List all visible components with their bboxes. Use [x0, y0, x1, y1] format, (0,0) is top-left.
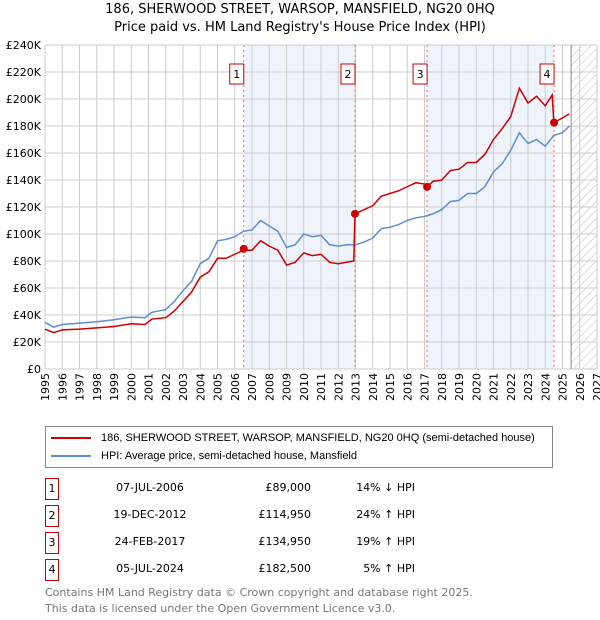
legend: 186, SHERWOOD STREET, WARSOP, MANSFIELD,…	[45, 426, 553, 468]
sale-point	[423, 182, 432, 191]
x-tick-label: 2026	[574, 373, 587, 401]
legend-item-hpi: HPI: Average price, semi-detached house,…	[46, 449, 357, 463]
x-tick-label: 2014	[367, 373, 380, 401]
y-tick-label: £240K	[6, 39, 42, 52]
y-tick-label: £40K	[13, 309, 42, 322]
x-tick-label: 1996	[56, 373, 69, 401]
x-tick-label: 2001	[143, 373, 156, 401]
sale-point	[550, 118, 559, 127]
price-chart: 1995 1996 1997 1998 1999 2000 2001 2002 2003 2004…	[6, 39, 600, 401]
x-tick-label: 2027	[591, 373, 600, 401]
sale-label: 3	[417, 68, 424, 81]
sale-point	[239, 244, 248, 253]
sale-price: £182,500	[258, 562, 312, 575]
sale-hpi-diff: 19% ↑ HPI	[356, 535, 415, 548]
x-tick-label: 2008	[263, 373, 276, 401]
sale-hpi-diff: 24% ↑ HPI	[356, 508, 415, 521]
sale-date: 19-DEC-2012	[113, 508, 187, 521]
sale-price: £134,950	[258, 535, 312, 548]
sale-point	[350, 209, 359, 218]
x-tick-label: 2011	[315, 373, 328, 401]
sale-date: 07-JUL-2006	[116, 481, 184, 494]
sale-label-box	[340, 63, 356, 85]
y-tick-label: £100K	[6, 228, 42, 241]
x-tick-label: 1997	[74, 373, 87, 401]
legend-swatch-price	[51, 437, 91, 439]
x-tick-label: 2004	[194, 373, 207, 401]
x-tick-label: 2016	[401, 373, 414, 401]
chart-title: 186, SHERWOOD STREET, WARSOP, MANSFIELD,…	[105, 2, 495, 17]
sale-hpi-diff: 5% ↑ HPI	[363, 562, 415, 575]
sale-label-box	[229, 63, 245, 85]
chart-subtitle: Price paid vs. HM Land Registry's House …	[114, 20, 486, 35]
y-tick-label: £220K	[6, 66, 42, 79]
x-tick-label: 2005	[212, 373, 225, 401]
sale-label: 1	[233, 68, 240, 81]
y-tick-label: £200K	[6, 93, 42, 106]
x-tick-label: 2021	[488, 373, 501, 401]
sale-number-badge: 2	[45, 505, 59, 527]
x-tick-label: 2012	[332, 373, 345, 401]
sale-hpi-diff: 14% ↓ HPI	[356, 481, 415, 494]
y-tick-label: £140K	[6, 174, 42, 187]
x-tick-label: 2015	[384, 373, 397, 401]
legend-swatch-hpi	[51, 455, 91, 457]
x-tick-label: 2009	[281, 373, 294, 401]
y-tick-label: £80K	[13, 255, 42, 268]
x-tick-label: 1995	[39, 373, 52, 401]
x-tick-label: 2024	[539, 373, 552, 401]
x-tick-label: 2023	[522, 373, 535, 401]
x-tick-label: 2003	[177, 373, 190, 401]
x-tick-label: 2020	[470, 373, 483, 401]
footer-line-1: Contains HM Land Registry data © Crown c…	[45, 586, 473, 599]
y-tick-label: £180K	[6, 120, 42, 133]
x-tick-label: 1999	[108, 373, 121, 401]
sale-label-box	[539, 63, 555, 85]
legend-label-price: 186, SHERWOOD STREET, WARSOP, MANSFIELD,…	[101, 432, 535, 444]
y-tick-label: £120K	[6, 201, 42, 214]
x-tick-label: 2022	[505, 373, 518, 401]
sale-label-box	[412, 63, 428, 85]
x-tick-label: 2019	[453, 373, 466, 401]
sale-price: £89,000	[265, 481, 312, 494]
price-line	[44, 86, 570, 334]
x-tick-label: 2010	[298, 373, 311, 401]
sale-date: 24-FEB-2017	[114, 535, 186, 548]
y-tick-label: £0	[27, 363, 41, 376]
x-tick-label: 2007	[246, 373, 259, 401]
x-tick-label: 2000	[125, 373, 138, 401]
legend-item-price: 186, SHERWOOD STREET, WARSOP, MANSFIELD,…	[46, 431, 535, 445]
x-tick-label: 2002	[160, 373, 173, 401]
x-tick-label: 2018	[436, 373, 449, 401]
legend-label-hpi: HPI: Average price, semi-detached house,…	[101, 450, 357, 462]
x-tick-label: 2017	[419, 373, 432, 401]
x-tick-label: 2013	[350, 373, 363, 401]
x-tick-label: 2025	[557, 373, 570, 401]
sale-date: 05-JUL-2024	[116, 562, 184, 575]
hpi-line	[44, 125, 570, 328]
y-tick-label: £160K	[6, 147, 42, 160]
y-tick-label: £60K	[13, 282, 42, 295]
x-tick-label: 2006	[229, 373, 242, 401]
sale-number-badge: 1	[45, 478, 59, 500]
footer-line-2: This data is licensed under the Open Gov…	[45, 602, 396, 615]
sale-number-badge: 3	[45, 532, 59, 554]
sale-number-badge: 4	[45, 559, 59, 581]
sale-label: 2	[344, 68, 351, 81]
sale-label: 4	[544, 68, 551, 81]
y-tick-label: £20K	[13, 336, 42, 349]
x-tick-label: 1998	[91, 373, 104, 401]
sale-price: £114,950	[258, 508, 312, 521]
